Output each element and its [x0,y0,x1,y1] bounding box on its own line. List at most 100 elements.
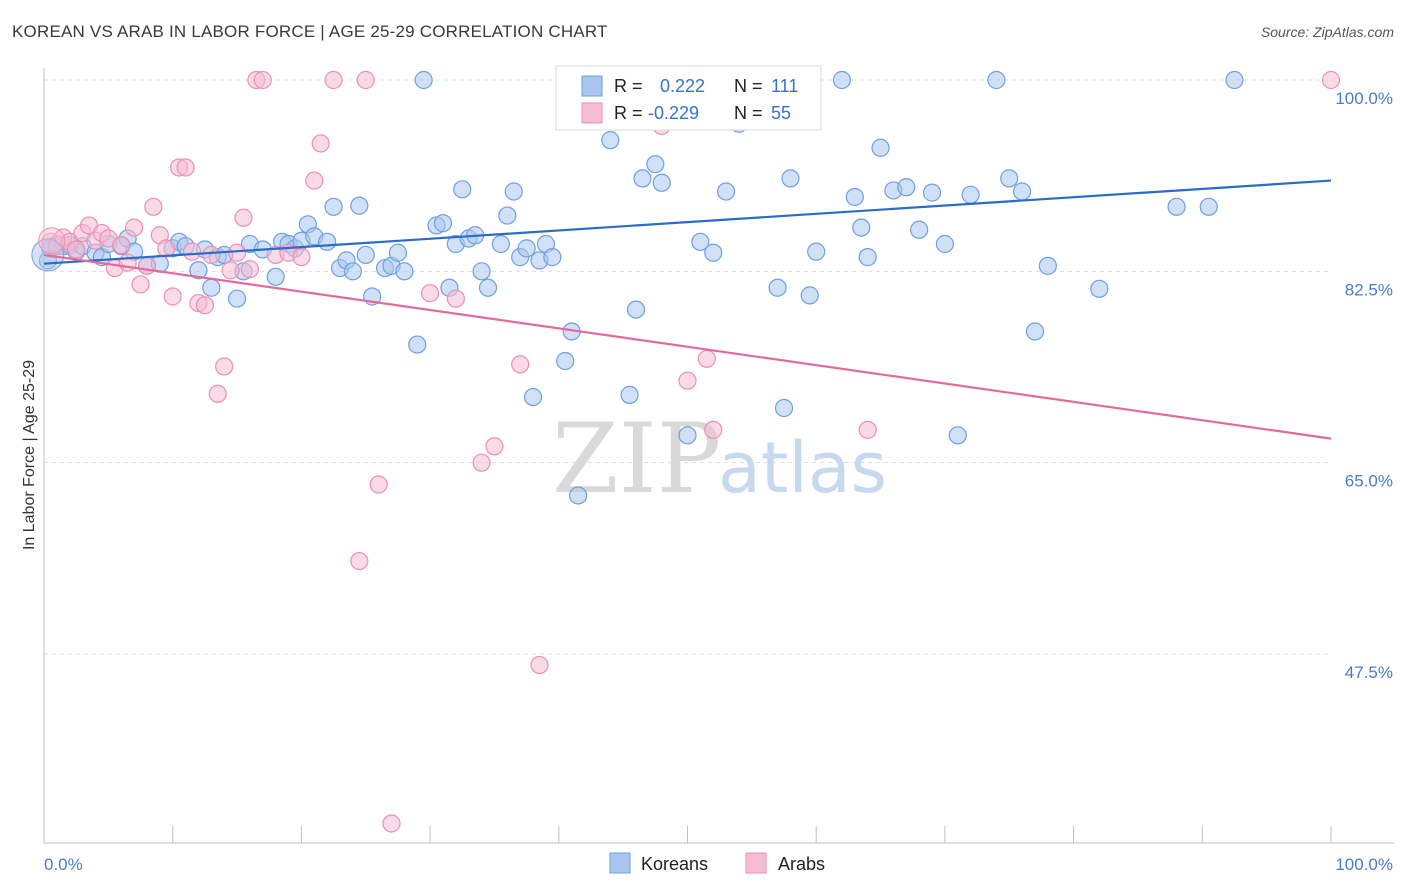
arab-point-13 [124,218,144,237]
korean-point-62 [523,387,543,407]
bottom-legend-arab: Arabs [778,854,825,874]
korean-point-46 [408,335,427,354]
korean-point-71 [601,131,620,150]
korean-point-105 [1090,279,1109,298]
korean-point-104 [1038,256,1057,275]
legend-swatch-arab [581,102,603,124]
korean-point-75 [646,155,665,174]
korean-point-101 [1000,169,1019,188]
arab-point-52 [678,371,697,390]
chart-source: Source: ZipAtlas.com [1260,24,1394,40]
korean-point-39 [350,196,369,215]
arab-point-43 [382,814,401,833]
korean-point-49 [433,214,453,233]
korean-point-94 [897,178,916,197]
korean-point-98 [948,426,967,445]
arab-point-45 [446,289,465,308]
korean-point-83 [768,278,787,297]
korean-point-100 [987,70,1006,90]
arab-point-25 [202,245,221,265]
arab-point-19 [163,287,182,306]
korean-point-38 [343,262,362,281]
korean-point-74 [633,169,652,188]
legend-arab-n-label: N = [734,103,763,123]
y-tick-label-2: 82.5% [1345,280,1393,299]
korean-point-86 [800,286,819,305]
korean-point-92 [871,138,890,157]
korean-point-97 [935,234,955,254]
korean-point-20 [202,278,221,297]
arab-point-27 [215,357,234,376]
gridlines [44,79,1331,655]
korean-point-45 [395,262,414,281]
korean-point-56 [478,278,498,297]
korean-point-18 [189,261,208,280]
y-tick-label-0: 47.5% [1345,663,1393,682]
axes [43,68,1395,844]
y-tick-label-3: 100.0% [1335,89,1393,108]
arab-point-54 [704,420,723,439]
arab-trend-line [43,253,1332,440]
korean-point-99 [961,185,980,204]
legend-arab-n-value: 55 [771,103,791,123]
korean-point-78 [678,426,697,445]
korean-point-84 [774,398,794,418]
arab-point-26 [208,384,227,403]
arab-cluster-point [38,227,66,255]
arab-point-22 [182,242,202,261]
arab-point-53 [697,349,716,368]
x-tick-labels: 0.0% 100.0% [44,855,1393,874]
arab-point-47 [485,437,504,456]
legend: R = 0.222 N = 111 R = -0.229 N = 55 [555,65,822,131]
arab-point-37 [305,171,324,190]
bottom-legend-swatch-korean [609,852,631,874]
korean-point-103 [1025,322,1045,341]
arab-point-36 [292,248,311,267]
korean-point-95 [910,220,929,239]
korean-point-61 [517,239,536,258]
arab-point-48 [511,355,530,374]
korean-point-44 [388,243,408,262]
korean-point-96 [922,183,942,202]
arab-point-39 [324,70,343,90]
korean-point-52 [453,180,472,199]
legend-korean-n-label: N = [734,76,763,96]
arab-point-46 [472,453,491,472]
korean-point-76 [652,173,671,192]
korean-point-80 [704,243,723,262]
arab-point-42 [369,475,388,494]
korean-point-72 [620,385,639,404]
korean-point-108 [1225,70,1244,90]
korean-point-89 [845,187,864,207]
legend-swatch-korean [581,75,603,97]
arab-point-55 [858,420,877,439]
korean-point-73 [626,300,646,319]
bottom-legend-swatch-arab [745,852,767,874]
x-tick-label-0: 0.0% [44,855,83,874]
legend-korean-n-value: 111 [771,76,798,96]
watermark-atlas: atlas [718,427,887,509]
arab-point-15 [137,256,157,275]
arab-point-24 [195,296,214,315]
y-axis-title: In Labor Force | Age 25-29 [21,360,38,550]
korean-point-102 [1013,182,1032,201]
arab-point-21 [176,158,195,177]
arab-point-40 [350,551,369,571]
arab-point-30 [234,208,253,227]
korean-point-106 [1167,197,1186,216]
arab-point-14 [131,275,150,294]
legend-arab-r-value: -0.229 [648,103,699,123]
korean-point-35 [324,197,343,216]
legend-korean-r-label: R = [614,76,643,96]
korean-point-66 [556,351,575,371]
korean-point-85 [781,169,800,188]
arab-point-29 [227,243,247,262]
arab-point-44 [421,284,440,303]
arab-point-11 [112,235,131,255]
watermark: ZIP atlas [552,403,887,515]
legend-arab-r-label: R = [614,103,643,123]
korean-point-65 [543,248,562,267]
korean-point-23 [227,289,247,308]
arab-point-4 [67,240,86,259]
korean-point-57 [491,234,510,254]
